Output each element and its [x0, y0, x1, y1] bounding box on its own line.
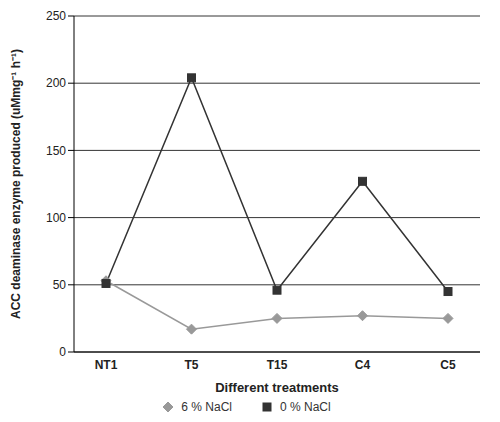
svg-text:C5: C5 — [440, 358, 456, 372]
svg-text:ACC deaminase enzyme produced: ACC deaminase enzyme produced (uMmg⁻¹ h⁻… — [9, 49, 23, 319]
svg-text:T5: T5 — [184, 358, 198, 372]
html-text:6 % NaCl: 6 % NaCl — [181, 400, 232, 414]
html-text:0 % NaCl: 0 % NaCl — [280, 400, 331, 414]
svg-text:50: 50 — [53, 278, 67, 292]
svg-text:200: 200 — [46, 76, 66, 90]
svg-text:250: 250 — [46, 9, 66, 23]
svg-text:150: 150 — [46, 144, 66, 158]
svg-text:NT1: NT1 — [95, 358, 118, 372]
svg-text:C4: C4 — [355, 358, 371, 372]
svg-text:0: 0 — [59, 345, 66, 359]
svg-text:T15: T15 — [267, 358, 288, 372]
svg-text:100: 100 — [46, 211, 66, 225]
svg-text:Different treatments: Different treatments — [215, 380, 339, 395]
